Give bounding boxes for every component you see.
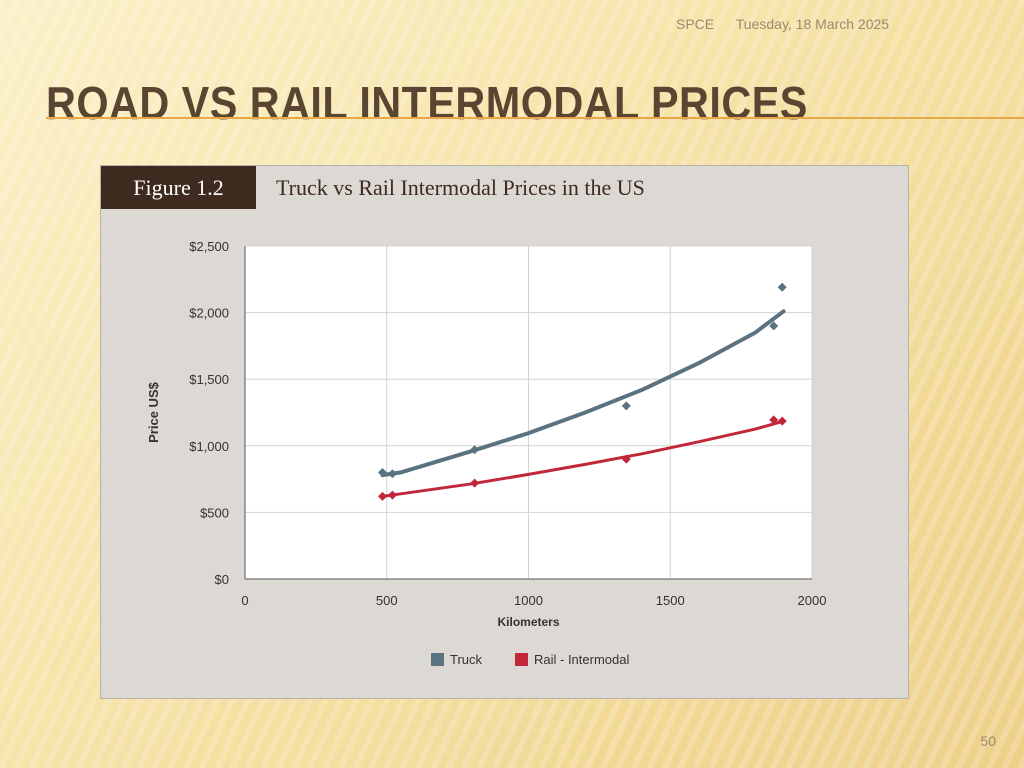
rail-intermodal-data-point (377, 491, 387, 501)
figure-panel: Figure 1.2 Truck vs Rail Intermodal Pric… (100, 165, 909, 699)
rail-intermodal-trend-line (381, 419, 786, 498)
y-tick-label: $0 (215, 572, 229, 587)
x-axis-title: Kilometers (497, 615, 559, 629)
slide-title: ROAD VS RAIL INTERMODAL PRICES (46, 77, 808, 129)
truck-data-point (377, 467, 387, 477)
legend-label-rail-intermodal: Rail - Intermodal (534, 652, 629, 667)
x-tick-label: 1500 (656, 593, 685, 608)
truck-data-point (769, 321, 779, 331)
legend-swatch-rail-intermodal (515, 653, 528, 666)
y-tick-label: $2,000 (189, 306, 229, 321)
y-tick-label: $2,500 (189, 239, 229, 254)
x-tick-label: 1000 (514, 593, 543, 608)
truck-data-point (470, 445, 480, 455)
y-tick-label: $1,000 (189, 439, 229, 454)
price-chart: $0 $500 $1,000 $1,500 $2,000 $2,500 0 500 1000 15… (146, 239, 827, 667)
figure-label: Figure 1.2 (101, 166, 256, 209)
page-number: 50 (980, 733, 996, 749)
header-org: SPCE (676, 16, 715, 32)
y-tick-label: $1,500 (189, 372, 229, 387)
rail-intermodal-data-point (470, 478, 480, 488)
header-date: Tuesday, 18 March 2025 (735, 16, 890, 32)
title-underline (46, 117, 1024, 119)
rail-intermodal-data-point (387, 490, 397, 500)
truck-data-point (387, 469, 397, 479)
rail-intermodal-data-point (769, 415, 779, 425)
truck-data-point (777, 282, 787, 292)
legend-label-truck: Truck (450, 652, 483, 667)
rail-intermodal-data-point (621, 454, 631, 464)
truck-data-point (621, 401, 631, 411)
x-tick-label: 0 (241, 593, 248, 608)
slide-header: SPCE Tuesday, 18 March 2025 (676, 16, 907, 32)
rail-intermodal-data-point (777, 416, 787, 426)
x-tick-label: 2000 (798, 593, 827, 608)
y-tick-label: $500 (200, 505, 229, 520)
y-axis-title: Price US$ (146, 381, 161, 442)
figure-title: Truck vs Rail Intermodal Prices in the U… (276, 175, 645, 200)
x-tick-label: 500 (376, 593, 398, 608)
truck-trend-line (380, 309, 786, 478)
legend-swatch-truck (431, 653, 444, 666)
